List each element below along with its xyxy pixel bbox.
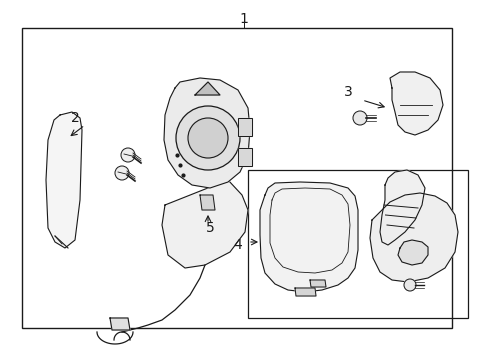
Text: 4: 4: [233, 238, 242, 252]
Polygon shape: [110, 318, 130, 330]
Circle shape: [403, 279, 415, 291]
Bar: [238, 148, 251, 166]
Polygon shape: [309, 280, 325, 287]
Polygon shape: [397, 240, 427, 265]
Polygon shape: [162, 180, 247, 268]
Bar: [22, 28, 451, 328]
Polygon shape: [200, 195, 215, 210]
Circle shape: [176, 106, 240, 170]
Circle shape: [187, 118, 227, 158]
Circle shape: [115, 166, 129, 180]
Polygon shape: [163, 78, 249, 188]
Polygon shape: [260, 182, 357, 292]
Circle shape: [121, 148, 135, 162]
Text: 5: 5: [205, 221, 214, 235]
Polygon shape: [294, 288, 315, 296]
Bar: [247, 170, 467, 318]
Bar: [238, 118, 251, 136]
Polygon shape: [46, 112, 82, 248]
Polygon shape: [389, 72, 442, 135]
Polygon shape: [379, 170, 424, 245]
Text: 2: 2: [70, 111, 79, 125]
Polygon shape: [195, 82, 220, 95]
Text: 1: 1: [239, 12, 248, 26]
Circle shape: [352, 111, 366, 125]
Bar: [238, 118, 251, 136]
Text: 3: 3: [343, 85, 352, 99]
Bar: [238, 148, 251, 166]
Polygon shape: [369, 193, 457, 282]
